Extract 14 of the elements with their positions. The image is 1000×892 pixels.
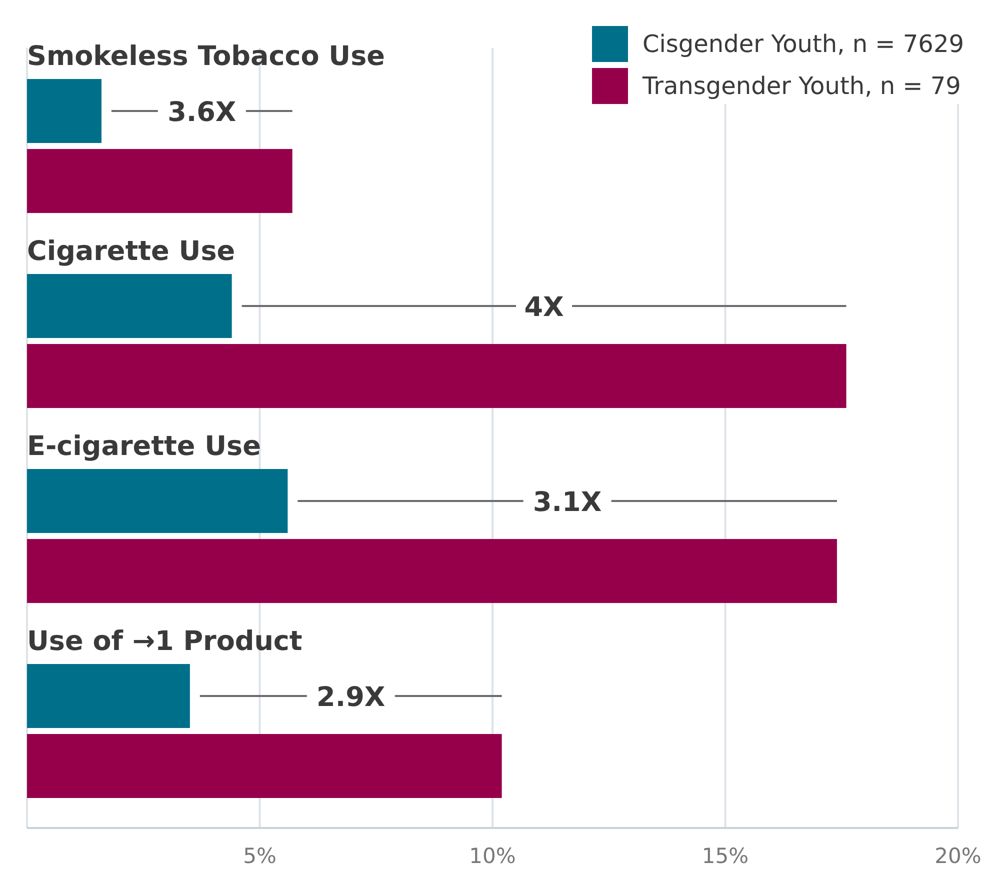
annotation: 2.9X — [316, 682, 386, 713]
x-tick-label: 20% — [934, 844, 982, 868]
x-tick-label: 15% — [702, 844, 749, 868]
x-tick-label: 10% — [469, 844, 516, 868]
annotation: 3.6X — [168, 97, 236, 128]
y-tick-label: Smokeless Tobacco Use — [27, 41, 385, 72]
legend-label: Cisgender Youth, n = 7629 — [642, 30, 964, 58]
x-tick-label: 5% — [243, 844, 276, 868]
y-tick-label: Cigarette Use — [27, 236, 236, 267]
y-tick-label: Use of →1 Product — [27, 626, 302, 657]
annotation: 4X — [524, 292, 564, 323]
y-tick-label: E-cigarette Use — [27, 431, 261, 462]
legend-label: Transgender Youth, n = 79 — [642, 72, 961, 100]
annotation: 3.1X — [532, 487, 602, 518]
